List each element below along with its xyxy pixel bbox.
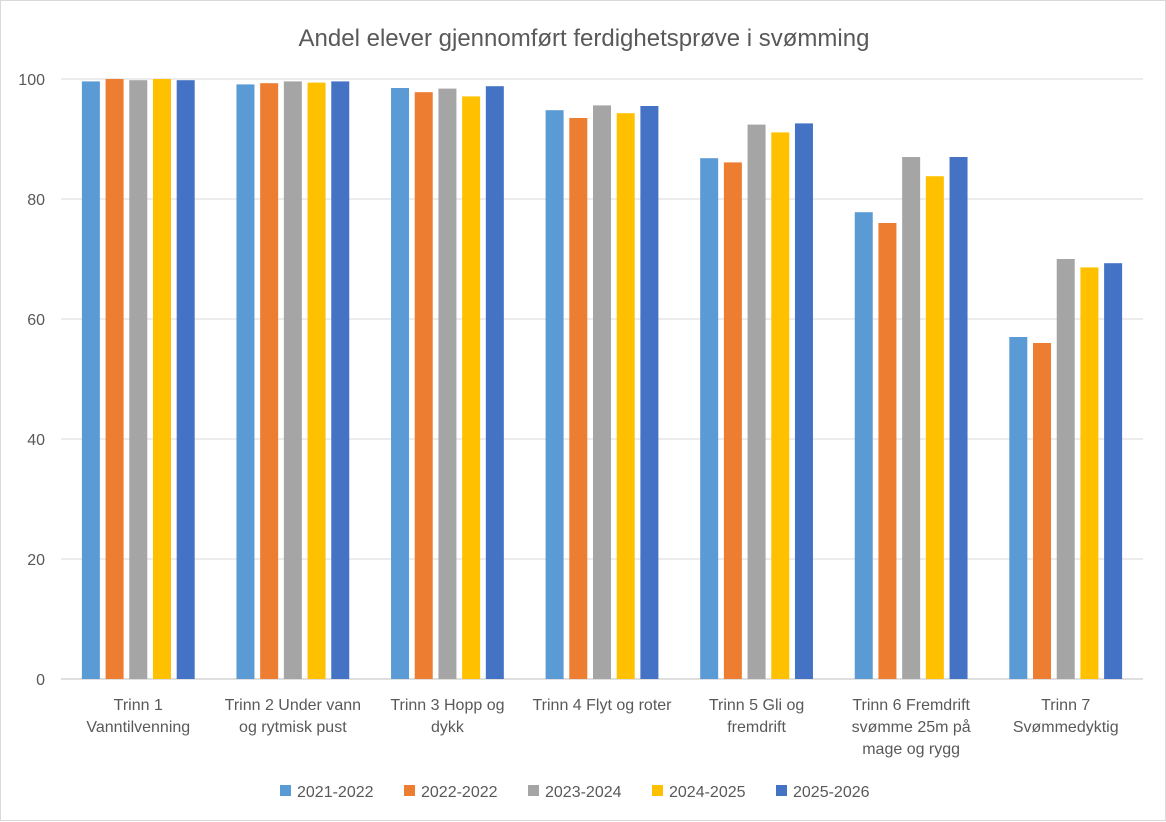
bar — [307, 82, 326, 680]
x-axis: Trinn 1 Vanntilvenning Trinn 2 Under vann o… — [86, 697, 1118, 758]
bar — [152, 79, 171, 679]
bar — [640, 106, 659, 679]
bar — [700, 158, 719, 679]
bar — [1056, 259, 1075, 679]
legend-label: 2023-2024 — [545, 784, 622, 801]
bar — [616, 113, 635, 679]
x-tick-label: Trinn 5 Gli og fremdrift — [709, 697, 804, 736]
bar — [925, 176, 944, 679]
y-tick-label: 80 — [27, 192, 45, 209]
bar — [105, 79, 124, 679]
bar — [81, 81, 100, 679]
y-tick-label: 40 — [27, 432, 45, 449]
bar — [949, 157, 968, 679]
bar — [1009, 337, 1028, 679]
bar — [545, 110, 564, 679]
legend: 2021-2022 2022-2022 2023-2024 2024-2025 2025… — [280, 784, 870, 801]
chart-title: Andel elever gjennomført ferdighetsprøve… — [299, 25, 870, 52]
x-tick-label: Trinn 6 Fremdrift svømme 25m på mage og ry… — [852, 697, 971, 758]
legend-label: 2021-2022 — [297, 784, 374, 801]
bar — [902, 157, 921, 679]
bar — [485, 86, 504, 679]
bar — [236, 84, 255, 679]
bar — [391, 88, 410, 679]
legend-swatch — [280, 785, 291, 796]
x-tick-label: Trinn 1 Vanntilvenning — [86, 697, 190, 736]
legend-swatch — [404, 785, 415, 796]
bar — [260, 83, 279, 679]
legend-label: 2022-2022 — [421, 784, 498, 801]
bar — [771, 132, 790, 679]
bar — [1104, 263, 1123, 679]
legend-swatch — [528, 785, 539, 796]
y-tick-label: 20 — [27, 552, 45, 569]
bar — [747, 124, 766, 680]
bar — [414, 92, 433, 679]
x-tick-label: Trinn 3 Hopp og dykk — [390, 697, 504, 736]
bar — [283, 81, 302, 679]
legend-swatch — [652, 785, 663, 796]
x-tick-label: Trinn 4 Flyt og roter — [532, 697, 672, 714]
bar — [723, 162, 742, 679]
y-tick-label: 60 — [27, 312, 45, 329]
legend-label: 2024-2025 — [669, 784, 746, 801]
legend-label: 2025-2026 — [793, 784, 870, 801]
bar — [438, 88, 457, 680]
bar — [878, 223, 897, 679]
bar — [1033, 343, 1052, 679]
bar — [176, 80, 195, 679]
bar — [1080, 267, 1099, 679]
bar — [854, 212, 873, 679]
legend-swatch — [776, 785, 787, 796]
bar — [331, 81, 350, 679]
bars — [81, 79, 1123, 680]
x-tick-label: Trinn 2 Under vann og rytmisk pust — [225, 697, 361, 736]
bar — [593, 105, 611, 679]
bar — [794, 123, 813, 679]
bar — [129, 80, 148, 679]
x-tick-label: Trinn 7 Svømmedyktig — [1013, 697, 1119, 736]
y-tick-label: 0 — [36, 672, 45, 689]
y-axis-ticks: 0 20 40 60 80 100 — [18, 72, 45, 689]
bar — [462, 96, 481, 679]
bar — [569, 118, 588, 679]
y-tick-label: 100 — [18, 72, 45, 89]
